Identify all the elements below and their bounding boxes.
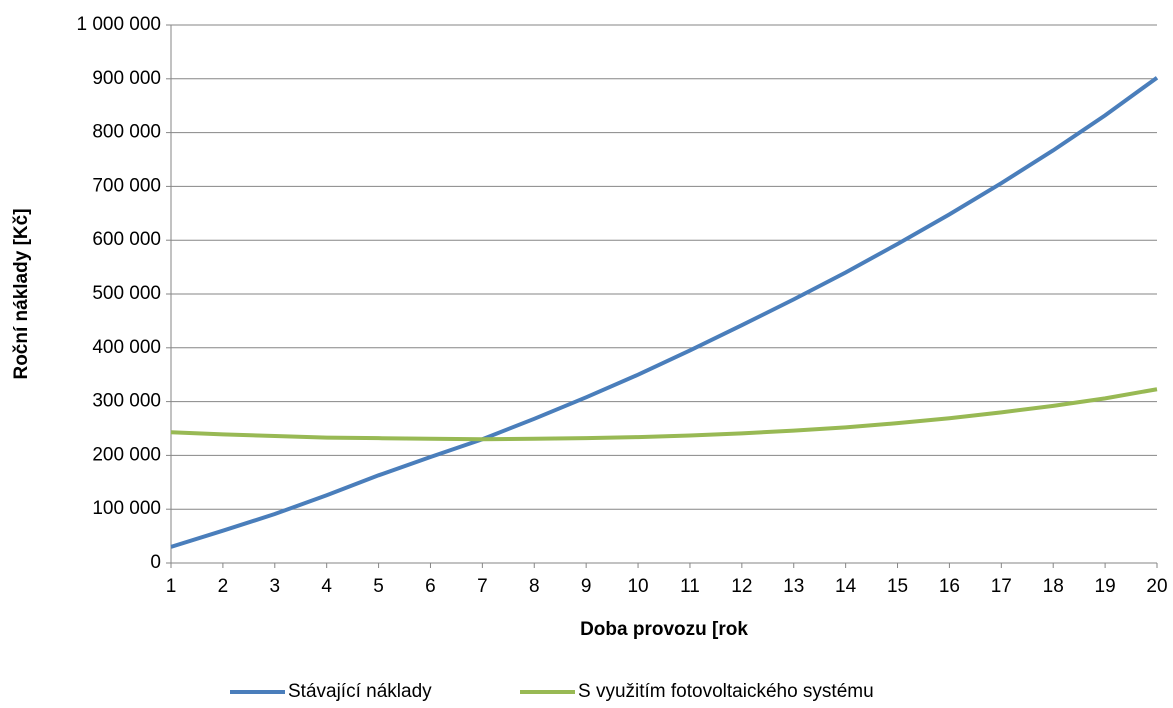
x-tick-label: 5 — [373, 576, 384, 597]
x-tick-label: 3 — [270, 576, 281, 597]
x-tick-label: 2 — [218, 576, 229, 597]
x-tick-label: 1 — [166, 576, 177, 597]
y-tick-label: 200 000 — [92, 444, 161, 465]
y-tick-label: 0 — [150, 552, 161, 573]
y-tick-label: 100 000 — [92, 498, 161, 519]
x-tick-label: 20 — [1146, 576, 1167, 597]
x-tick-label: 14 — [835, 576, 857, 597]
x-tick-label: 13 — [783, 576, 804, 597]
y-axis-label: Roční náklady [Kč] — [11, 208, 32, 379]
x-axis-label: Doba provozu [rok — [580, 619, 748, 640]
x-tick-label: 6 — [425, 576, 436, 597]
y-tick-label: 300 000 — [92, 391, 161, 412]
x-tick-label: 12 — [731, 576, 752, 597]
x-tick-label: 16 — [939, 576, 960, 597]
legend-label: Stávající náklady — [288, 681, 432, 702]
x-tick-label: 9 — [581, 576, 592, 597]
y-tick-label: 800 000 — [92, 122, 161, 143]
x-tick-label: 11 — [680, 576, 700, 597]
x-tick-label: 18 — [1043, 576, 1064, 597]
line-series — [170, 76, 1159, 549]
y-tick-label: 400 000 — [92, 337, 161, 358]
y-tick-label: 1 000 000 — [76, 14, 161, 35]
y-tick-label: 500 000 — [92, 283, 161, 304]
x-tick-label: 10 — [627, 576, 648, 597]
x-tick-label: 4 — [321, 576, 332, 597]
y-tick-label: 900 000 — [92, 68, 161, 89]
line-series — [170, 387, 1158, 442]
y-tick-label: 600 000 — [92, 229, 161, 250]
x-tick-label: 7 — [477, 576, 488, 597]
y-tick-label: 700 000 — [92, 175, 161, 196]
x-tick-label: 17 — [991, 576, 1012, 597]
x-tick-label: 19 — [1095, 576, 1116, 597]
x-tick-label: 8 — [529, 576, 540, 597]
x-tick-label: 15 — [887, 576, 908, 597]
legend-label: S využitím fotovoltaického systému — [578, 681, 874, 702]
